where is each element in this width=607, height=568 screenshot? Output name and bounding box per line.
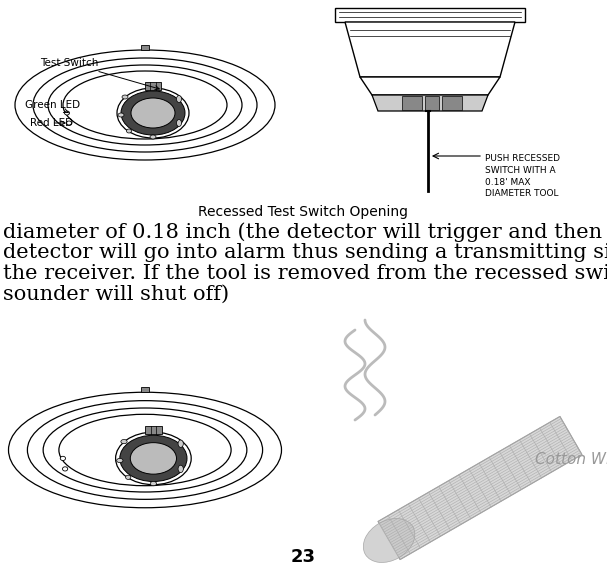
Text: 23: 23 [291,548,316,566]
Text: sounder will shut off): sounder will shut off) [3,285,229,304]
Bar [335,8,525,22]
Bar [141,387,149,392]
Bar [402,96,422,110]
Ellipse shape [131,98,175,128]
Ellipse shape [126,129,132,133]
Text: Recessed Test Switch Opening: Recessed Test Switch Opening [198,205,408,219]
Ellipse shape [131,442,177,474]
Text: detector will go into alarm thus sending a transmitting signal to: detector will go into alarm thus sending… [3,243,607,262]
Bar [425,96,439,110]
Polygon shape [345,22,515,77]
Text: Test Switch: Test Switch [40,58,159,90]
Ellipse shape [117,458,123,462]
Ellipse shape [178,440,183,448]
Ellipse shape [122,95,128,99]
Bar [442,96,462,110]
Text: PUSH RECESSED
SWITCH WITH A
0.18' MAX
DIAMETER TOOL: PUSH RECESSED SWITCH WITH A 0.18' MAX DI… [485,154,560,198]
Ellipse shape [60,456,66,461]
Bar [145,426,162,434]
Ellipse shape [67,121,72,125]
Ellipse shape [150,135,156,139]
Ellipse shape [177,95,181,102]
Polygon shape [378,416,582,559]
Ellipse shape [121,440,127,444]
Text: Green LED: Green LED [25,100,80,113]
Ellipse shape [120,435,187,482]
Ellipse shape [118,113,124,117]
Ellipse shape [363,519,415,562]
Ellipse shape [126,475,131,479]
Ellipse shape [177,119,181,127]
Polygon shape [360,77,500,95]
Ellipse shape [63,467,68,471]
Bar [145,82,161,90]
Ellipse shape [121,91,185,135]
Text: Red LED: Red LED [30,118,73,128]
Text: the receiver. If the tool is removed from the recessed switch the: the receiver. If the tool is removed fro… [3,264,607,283]
Bar [141,45,149,50]
Polygon shape [372,95,488,111]
Ellipse shape [64,111,69,115]
Text: Cotton Wick: Cotton Wick [535,453,607,467]
Ellipse shape [178,465,183,473]
Text: diameter of 0.18 inch (the detector will trigger and then the smoke: diameter of 0.18 inch (the detector will… [3,222,607,241]
Ellipse shape [151,482,157,486]
